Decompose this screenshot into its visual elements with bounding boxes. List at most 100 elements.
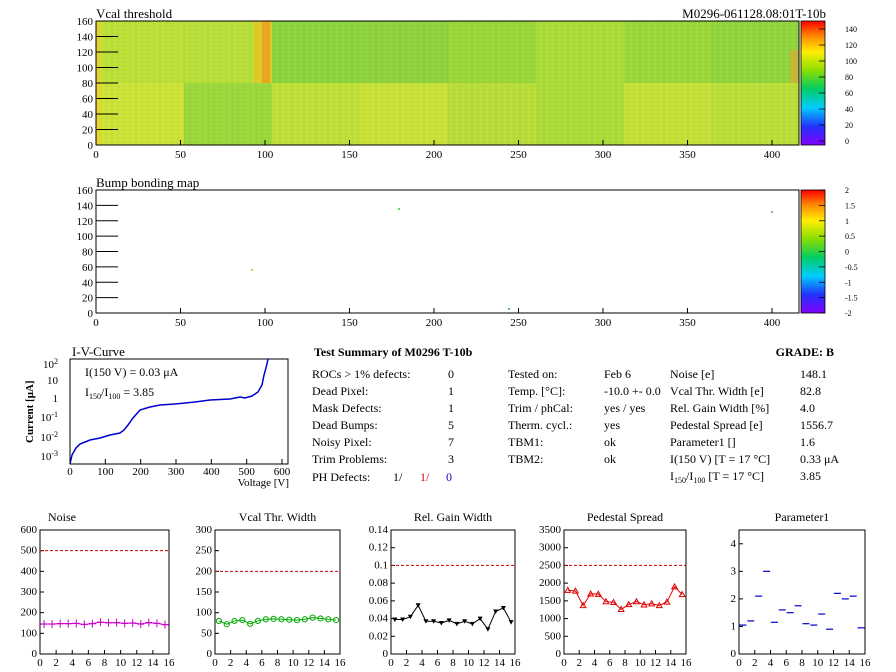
small-plot-y-tick-label: 50 <box>201 627 213 639</box>
iv-title: I-V-Curve <box>72 344 125 359</box>
small-plot-series-line <box>567 585 683 610</box>
iv-x-tick-label: 0 <box>67 466 73 478</box>
small-plot-series-line <box>394 604 512 631</box>
map-x-tick-label: 350 <box>679 317 696 329</box>
summary-row-value: 7 <box>448 435 454 449</box>
iv-ytick: 102 <box>43 357 58 371</box>
small-plot-y-tick-label: 3000 <box>539 542 562 554</box>
small-plot-x-tick-label: 0 <box>37 657 43 669</box>
small-plot-y-tick-label: 0.08 <box>369 577 389 589</box>
small-plot-x-tick-label: 14 <box>147 657 159 669</box>
summary-mid-label: Trim / phCal: <box>508 401 573 415</box>
small-plot-x-tick-label: 14 <box>319 657 331 669</box>
small-plot-x-tick-label: 6 <box>784 657 790 669</box>
small-plot-point <box>325 616 332 623</box>
map1-axes: 0 50 100 150 200 250 300 350 400 0 20 40 60 80 100 120 1… <box>77 16 781 161</box>
map-y-tick-label: 0 <box>88 140 94 152</box>
small-plot-point <box>317 615 324 622</box>
summary-row-value: 5 <box>448 418 454 432</box>
small-plot-point <box>400 617 406 622</box>
z-tick-label: 2 <box>845 186 849 195</box>
small-plot-point <box>564 586 572 593</box>
small-plot-x-tick-label: 2 <box>577 657 583 669</box>
module-id: M0296-061128.08:01T-10b <box>682 6 826 21</box>
small-plot-point <box>415 603 421 608</box>
summary-right-value: 1.6 <box>800 435 815 449</box>
small-plot-y-tick-label: 0.06 <box>369 595 389 607</box>
map1-color-scale <box>800 20 826 146</box>
small-plot-x-tick-label: 4 <box>419 657 425 669</box>
small-plot-point <box>587 589 595 597</box>
small-plot-point <box>309 614 316 621</box>
small-plot-point <box>648 599 656 607</box>
small-plot-point <box>223 621 230 628</box>
map2-frame <box>95 189 800 314</box>
small-plot-x-tick-label: 6 <box>86 657 92 669</box>
small-plot-y-tick-label: 2500 <box>539 559 562 571</box>
small-plot-x-tick-label: 12 <box>479 657 490 669</box>
small-plot-title: Vcal Thr. Width <box>239 510 316 524</box>
small-plot-point <box>454 621 460 627</box>
small-plot-x-tick-label: 2 <box>228 657 234 669</box>
map-x-tick-label: 50 <box>175 149 187 161</box>
small-plot-point <box>332 617 340 624</box>
small-plot-point <box>663 598 671 605</box>
small-plot-x-tick-label: 10 <box>463 657 475 669</box>
small-plot-point <box>446 618 452 623</box>
small-plot-x-tick-label: 12 <box>303 657 314 669</box>
z-tick-label: 100 <box>845 57 857 66</box>
z-tick-label: 0 <box>845 137 849 146</box>
map-x-tick-label: 200 <box>426 317 443 329</box>
iv-ytick: 10-3 <box>40 449 58 463</box>
summary-row-label: Noisy Pixel: <box>312 435 372 449</box>
small-plot-point <box>462 619 468 624</box>
summary-row-label: ROCs > 1% defects: <box>312 367 410 381</box>
summary-mid-label: Therm. cycl.: <box>508 418 572 432</box>
small-plot-x-tick-label: 2 <box>752 657 758 669</box>
map-x-tick-label: 50 <box>175 317 187 329</box>
small-plot-x-tick-label: 10 <box>288 657 300 669</box>
small-plot-x-tick-label: 2 <box>53 657 59 669</box>
small-plot-point <box>278 616 285 623</box>
z-tick-label: -1 <box>845 278 852 287</box>
small-plot-point <box>632 597 641 605</box>
map-y-tick-label: 20 <box>82 125 94 137</box>
small-plot-title: Pedestal Spread <box>587 510 663 524</box>
iv-curve <box>69 358 269 465</box>
small-plot-y-tick-label: 100 <box>21 627 38 639</box>
small-plot-y-tick-label: 250 <box>196 545 213 557</box>
summary-mid-value: -10.0 +- 0.0 <box>604 384 661 398</box>
map-x-tick-label: 0 <box>93 317 99 329</box>
z-tick-label: 0 <box>845 248 849 257</box>
map2-z-ticks: -2 -1.5 -1 -0.5 0 0.5 1 1.5 2 <box>819 186 858 318</box>
summary-middle-table: Tested on: Feb 6 Temp. [°C]: -10.0 +- 0.0 Tr… <box>508 367 661 466</box>
summary-mid-value: ok <box>604 435 616 449</box>
z-tick-label: 0.5 <box>845 232 855 241</box>
iv-ytick: 10-2 <box>40 430 58 444</box>
small-plot-series-line <box>44 621 166 626</box>
map-x-tick-label: 150 <box>341 149 358 161</box>
summary-right-label: Rel. Gain Width [%] <box>670 401 769 415</box>
summary-mid-label: Tested on: <box>508 367 557 381</box>
summary-right-value: 0.33 μA <box>800 452 839 466</box>
small-plot-y-tick-label: 3500 <box>539 524 562 536</box>
small-plot-frame <box>738 529 866 655</box>
small-plot-x-tick-label: 6 <box>435 657 441 669</box>
small-plot-x-tick-label: 0 <box>212 657 218 669</box>
small-plot-y-tick-label: 0.14 <box>369 524 389 536</box>
grade: GRADE: B <box>776 345 834 359</box>
small-plot-point <box>602 597 610 605</box>
small-plot-x-tick-label: 8 <box>799 657 805 669</box>
map-y-tick-label: 80 <box>82 247 94 259</box>
small-plot-point <box>485 627 491 632</box>
iv-x-tick-label: 200 <box>132 466 149 478</box>
small-plot-y-tick-label: 3 <box>731 565 737 577</box>
map-y-tick-label: 40 <box>82 109 94 121</box>
map-x-tick-label: 150 <box>341 317 358 329</box>
summary-mid-value: ok <box>604 452 616 466</box>
bump-defect <box>508 308 510 310</box>
small-plot-y-tick-label: 2000 <box>539 577 562 589</box>
small-plot-point <box>655 601 663 609</box>
z-tick-label: 1 <box>845 217 849 226</box>
